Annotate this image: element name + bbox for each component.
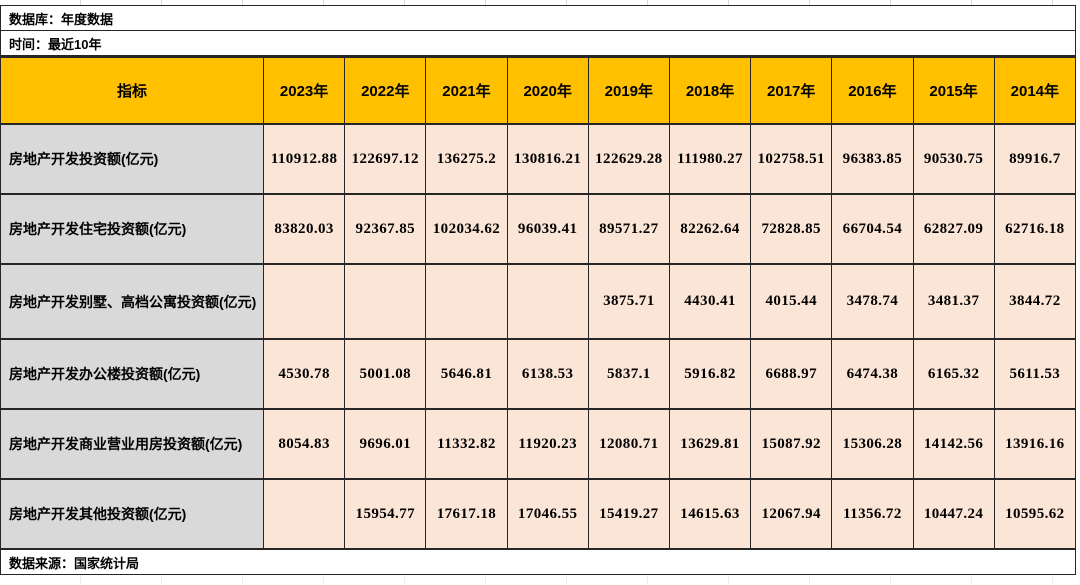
- value-cell[interactable]: 6688.97: [750, 338, 833, 410]
- table-row: 房地产开发别墅、高档公寓投资额(亿元) 3875.71 4430.41 4015…: [0, 263, 1077, 340]
- value-cell[interactable]: 13629.81: [668, 408, 752, 480]
- value-cell[interactable]: 102034.62: [425, 193, 508, 265]
- value-cell[interactable]: 62827.09: [912, 193, 995, 265]
- value-cell[interactable]: 17046.55: [506, 478, 589, 550]
- table-row: 房地产开发投资额(亿元) 110912.88 122697.12 136275.…: [0, 123, 1077, 195]
- value-cell[interactable]: 92367.85: [344, 193, 427, 265]
- value-cell[interactable]: 83820.03: [262, 193, 346, 265]
- data-table: 指标 2023年 2022年 2021年 2020年 2019年 2018年 2…: [0, 56, 1077, 550]
- value-cell[interactable]: 11920.23: [506, 408, 589, 480]
- year-header-cell[interactable]: 2021年: [425, 56, 508, 125]
- table-row: 房地产开发办公楼投资额(亿元) 4530.78 5001.08 5646.81 …: [0, 338, 1077, 410]
- value-cell[interactable]: 12067.94: [750, 478, 833, 550]
- value-cell[interactable]: 3844.72: [993, 263, 1077, 340]
- value-cell[interactable]: 15087.92: [750, 408, 833, 480]
- table-row: 房地产开发其他投资额(亿元) 15954.77 17617.18 17046.5…: [0, 478, 1077, 550]
- indicator-header-cell[interactable]: 指标: [0, 56, 264, 125]
- value-cell[interactable]: 136275.2: [425, 123, 508, 195]
- indicator-cell[interactable]: 房地产开发其他投资额(亿元): [0, 478, 264, 550]
- value-cell[interactable]: 8054.83: [262, 408, 346, 480]
- value-cell[interactable]: 82262.64: [668, 193, 752, 265]
- value-cell[interactable]: 5001.08: [344, 338, 427, 410]
- value-cell[interactable]: 15954.77: [344, 478, 427, 550]
- value-cell[interactable]: 10595.62: [993, 478, 1077, 550]
- value-cell[interactable]: 3481.37: [912, 263, 995, 340]
- year-header-cell[interactable]: 2020年: [506, 56, 589, 125]
- database-label-cell[interactable]: 数据库：年度数据: [0, 5, 1076, 31]
- value-cell[interactable]: 6165.32: [912, 338, 995, 410]
- value-cell[interactable]: 111980.27: [668, 123, 752, 195]
- value-cell[interactable]: 96039.41: [506, 193, 589, 265]
- value-cell[interactable]: 11332.82: [425, 408, 508, 480]
- value-cell[interactable]: 130816.21: [506, 123, 589, 195]
- value-cell[interactable]: 17617.18: [425, 478, 508, 550]
- value-cell[interactable]: 110912.88: [262, 123, 346, 195]
- year-header-cell[interactable]: 2018年: [668, 56, 752, 125]
- value-cell[interactable]: [262, 263, 346, 340]
- value-cell[interactable]: 122697.12: [344, 123, 427, 195]
- value-cell[interactable]: 14615.63: [668, 478, 752, 550]
- value-cell[interactable]: 5837.1: [587, 338, 670, 410]
- year-header-cell[interactable]: 2014年: [993, 56, 1077, 125]
- value-cell[interactable]: 4430.41: [668, 263, 752, 340]
- value-cell[interactable]: 5916.82: [668, 338, 752, 410]
- indicator-cell[interactable]: 房地产开发别墅、高档公寓投资额(亿元): [0, 263, 264, 340]
- value-cell[interactable]: 14142.56: [912, 408, 995, 480]
- value-cell[interactable]: 15419.27: [587, 478, 670, 550]
- value-cell[interactable]: 10447.24: [912, 478, 995, 550]
- bottom-gridline-strip: [0, 575, 1076, 584]
- year-header-cell[interactable]: 2023年: [262, 56, 346, 125]
- indicator-cell[interactable]: 房地产开发办公楼投资额(亿元): [0, 338, 264, 410]
- value-cell[interactable]: 66704.54: [831, 193, 914, 265]
- top-gridline-strip: [0, 0, 1076, 5]
- value-cell[interactable]: 122629.28: [587, 123, 670, 195]
- source-label-cell[interactable]: 数据来源：国家统计局: [0, 550, 1076, 575]
- value-cell[interactable]: [506, 263, 589, 340]
- year-header-cell[interactable]: 2022年: [344, 56, 427, 125]
- value-cell[interactable]: 13916.16: [993, 408, 1077, 480]
- time-label-cell[interactable]: 时间：最近10年: [0, 31, 1076, 56]
- value-cell[interactable]: 15306.28: [831, 408, 914, 480]
- indicator-cell[interactable]: 房地产开发投资额(亿元): [0, 123, 264, 195]
- value-cell[interactable]: 9696.01: [344, 408, 427, 480]
- value-cell[interactable]: 5646.81: [425, 338, 508, 410]
- year-header-cell[interactable]: 2019年: [587, 56, 670, 125]
- year-header-cell[interactable]: 2015年: [912, 56, 995, 125]
- value-cell[interactable]: 96383.85: [831, 123, 914, 195]
- value-cell[interactable]: 90530.75: [912, 123, 995, 195]
- value-cell[interactable]: 6474.38: [831, 338, 914, 410]
- value-cell[interactable]: 5611.53: [993, 338, 1077, 410]
- value-cell[interactable]: [344, 263, 427, 340]
- value-cell[interactable]: 89916.7: [993, 123, 1077, 195]
- value-cell[interactable]: 12080.71: [587, 408, 670, 480]
- table-row: 房地产开发商业营业用房投资额(亿元) 8054.83 9696.01 11332…: [0, 408, 1077, 480]
- value-cell[interactable]: 4530.78: [262, 338, 346, 410]
- value-cell[interactable]: 72828.85: [750, 193, 833, 265]
- value-cell[interactable]: 4015.44: [750, 263, 833, 340]
- year-header-cell[interactable]: 2016年: [831, 56, 914, 125]
- value-cell[interactable]: [425, 263, 508, 340]
- indicator-cell[interactable]: 房地产开发商业营业用房投资额(亿元): [0, 408, 264, 480]
- header-row: 指标 2023年 2022年 2021年 2020年 2019年 2018年 2…: [0, 56, 1077, 125]
- value-cell[interactable]: [262, 478, 346, 550]
- value-cell[interactable]: 6138.53: [506, 338, 589, 410]
- year-header-cell[interactable]: 2017年: [750, 56, 833, 125]
- value-cell[interactable]: 3478.74: [831, 263, 914, 340]
- value-cell[interactable]: 102758.51: [750, 123, 833, 195]
- value-cell[interactable]: 11356.72: [831, 478, 914, 550]
- table-row: 房地产开发住宅投资额(亿元) 83820.03 92367.85 102034.…: [0, 193, 1077, 265]
- value-cell[interactable]: 3875.71: [587, 263, 670, 340]
- value-cell[interactable]: 62716.18: [993, 193, 1077, 265]
- indicator-cell[interactable]: 房地产开发住宅投资额(亿元): [0, 193, 264, 265]
- value-cell[interactable]: 89571.27: [587, 193, 670, 265]
